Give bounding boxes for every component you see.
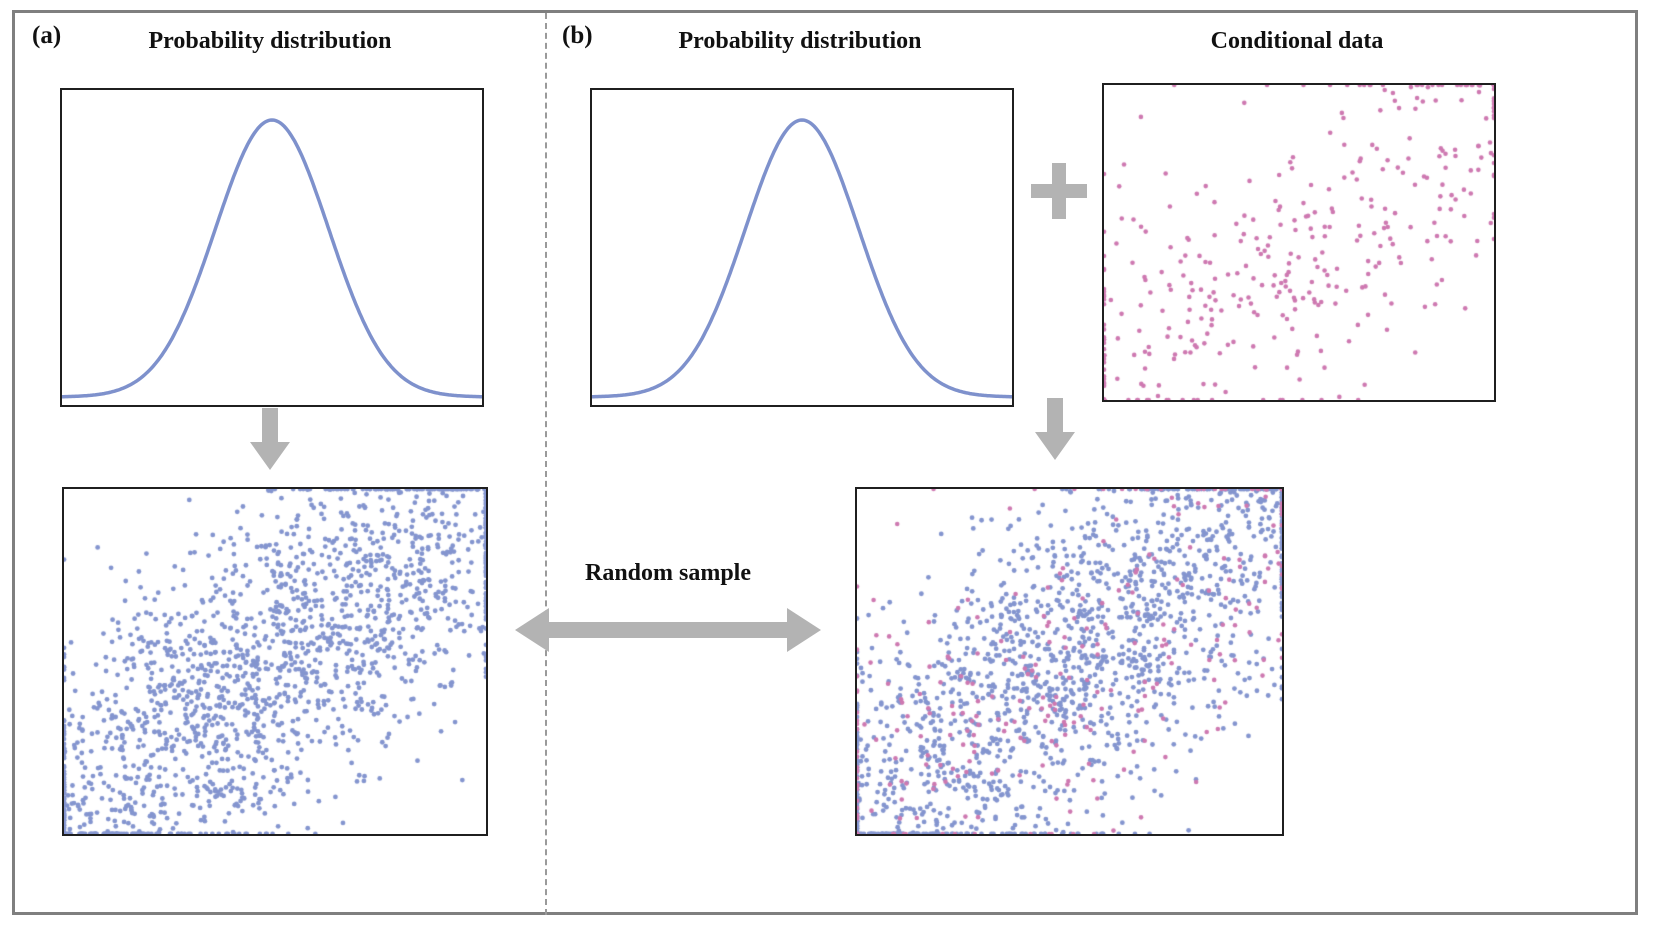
panel-a-distribution-plot: [60, 88, 484, 407]
down-arrow-icon-a: [250, 408, 290, 470]
panel-b-label: (b): [562, 22, 593, 49]
gaussian-path-b: [592, 118, 1012, 399]
panel-a-distribution-title: Probability distribution: [148, 28, 392, 54]
sample-scatter-b: [857, 489, 1282, 834]
panel-b-distribution-plot: [590, 88, 1014, 407]
gaussian-path-a: [62, 118, 482, 399]
panel-b-distribution-title: Probability distribution: [678, 28, 922, 54]
gaussian-curve-a: [62, 118, 482, 399]
panel-b-conditional-title: Conditional data: [1210, 28, 1384, 54]
panel-a-label: (a): [32, 22, 62, 49]
random-sample-label: Random sample: [584, 560, 752, 586]
plus-icon: [1031, 163, 1087, 219]
sample-scatter-a: [64, 489, 486, 834]
panel-b-sample-plot: [855, 487, 1284, 836]
gaussian-curve-b: [592, 118, 1012, 399]
conditional-scatter: [1104, 85, 1494, 400]
dashed-divider: [545, 13, 547, 915]
double-arrow-icon: [515, 608, 821, 652]
panel-b-conditional-plot: [1102, 83, 1496, 402]
panel-a-sample-plot: [62, 487, 488, 836]
down-arrow-icon-b: [1035, 398, 1075, 460]
